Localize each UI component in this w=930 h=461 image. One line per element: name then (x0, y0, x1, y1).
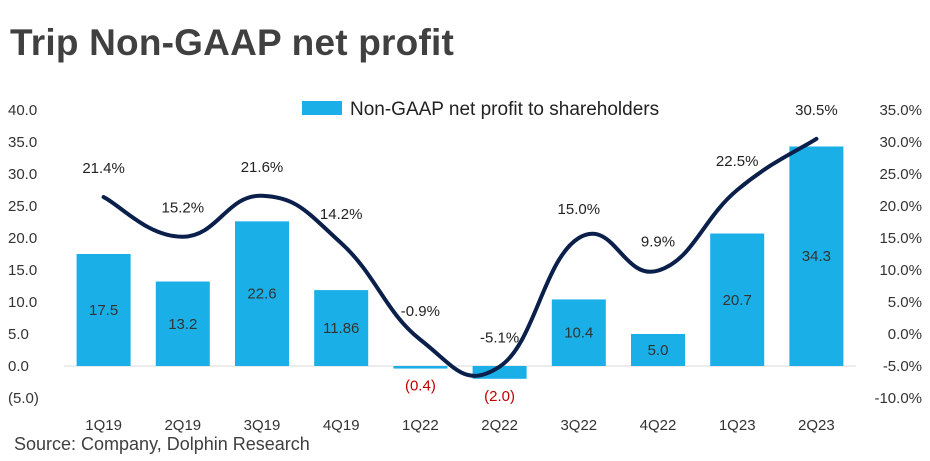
bar-data-label: 11.86 (323, 320, 359, 337)
bar-data-label: 17.5 (89, 302, 118, 319)
x-tick-label: 2Q22 (481, 417, 518, 434)
bar (789, 146, 844, 366)
y-left-tick-label: 0.0 (8, 358, 29, 375)
bar (235, 221, 289, 366)
bar (76, 254, 131, 366)
bar-data-label: 22.6 (247, 286, 276, 303)
bar-data-label: 5.0 (648, 342, 669, 359)
line-data-label: 9.9% (641, 234, 675, 251)
y-right-tick-label: 15.0% (879, 230, 922, 247)
bar-data-label: 34.3 (802, 248, 831, 265)
y-left-tick-label: 20.0 (8, 230, 37, 247)
line-data-label: 21.6% (241, 159, 284, 176)
x-tick-label: 4Q22 (640, 417, 677, 434)
bar (314, 290, 369, 366)
bar (631, 334, 685, 366)
bar (710, 233, 765, 366)
y-left-tick-label: 30.0 (8, 166, 37, 183)
y-right-tick-label: 30.0% (879, 134, 922, 151)
line-data-label: 22.5% (716, 153, 759, 170)
x-tick-label: 3Q19 (244, 417, 281, 434)
bar (551, 299, 606, 366)
bar (155, 281, 210, 366)
chart-title: Trip Non-GAAP net profit (10, 22, 454, 63)
y-left-tick-label: 25.0 (8, 198, 37, 215)
line-data-label: 30.5% (795, 102, 838, 119)
y-left-tick-label: 15.0 (8, 262, 37, 279)
bar-data-label: 20.7 (723, 292, 752, 309)
line-data-label: 15.2% (162, 200, 205, 217)
y-left-tick-label: 35.0 (8, 134, 37, 151)
line-data-label: -0.9% (401, 303, 440, 320)
line-data-label: -5.1% (480, 330, 519, 347)
bar-data-label: 10.4 (564, 325, 593, 342)
x-tick-label: 1Q19 (85, 417, 122, 434)
y-left-tick-label: 10.0 (8, 294, 37, 311)
y-right-tick-label: -5.0% (883, 358, 922, 375)
bar-data-label: 13.2 (168, 316, 197, 333)
x-tick-label: 2Q23 (798, 417, 835, 434)
legend-label: Non-GAAP net profit to shareholders (350, 99, 659, 120)
y-right-tick-label: 25.0% (879, 166, 922, 183)
y-right-tick-label: 35.0% (879, 102, 922, 119)
y-left-tick-label: (5.0) (8, 390, 39, 407)
line-data-label: 14.2% (320, 206, 363, 223)
bar (393, 366, 448, 369)
source-note: Source: Company, Dolphin Research (14, 434, 310, 454)
line-data-label: 15.0% (558, 201, 601, 218)
x-tick-label: 3Q22 (560, 417, 597, 434)
y-left-tick-label: 40.0 (8, 102, 37, 119)
x-tick-label: 1Q22 (402, 417, 439, 434)
y-right-tick-label: -10.0% (874, 390, 922, 407)
bar-data-label: (2.0) (484, 388, 515, 405)
x-tick-label: 4Q19 (323, 417, 360, 434)
legend-swatch (302, 101, 342, 115)
x-tick-label: 1Q23 (719, 417, 756, 434)
margin-line (101, 136, 819, 378)
bar-data-label: (0.4) (405, 378, 436, 395)
line-data-label: 21.4% (82, 160, 125, 177)
y-right-tick-label: 5.0% (888, 294, 922, 311)
x-tick-label: 2Q19 (164, 417, 201, 434)
y-right-tick-label: 0.0% (888, 326, 922, 343)
y-right-tick-label: 10.0% (879, 262, 922, 279)
y-left-tick-label: 5.0 (8, 326, 29, 343)
y-right-tick-label: 20.0% (879, 198, 922, 215)
